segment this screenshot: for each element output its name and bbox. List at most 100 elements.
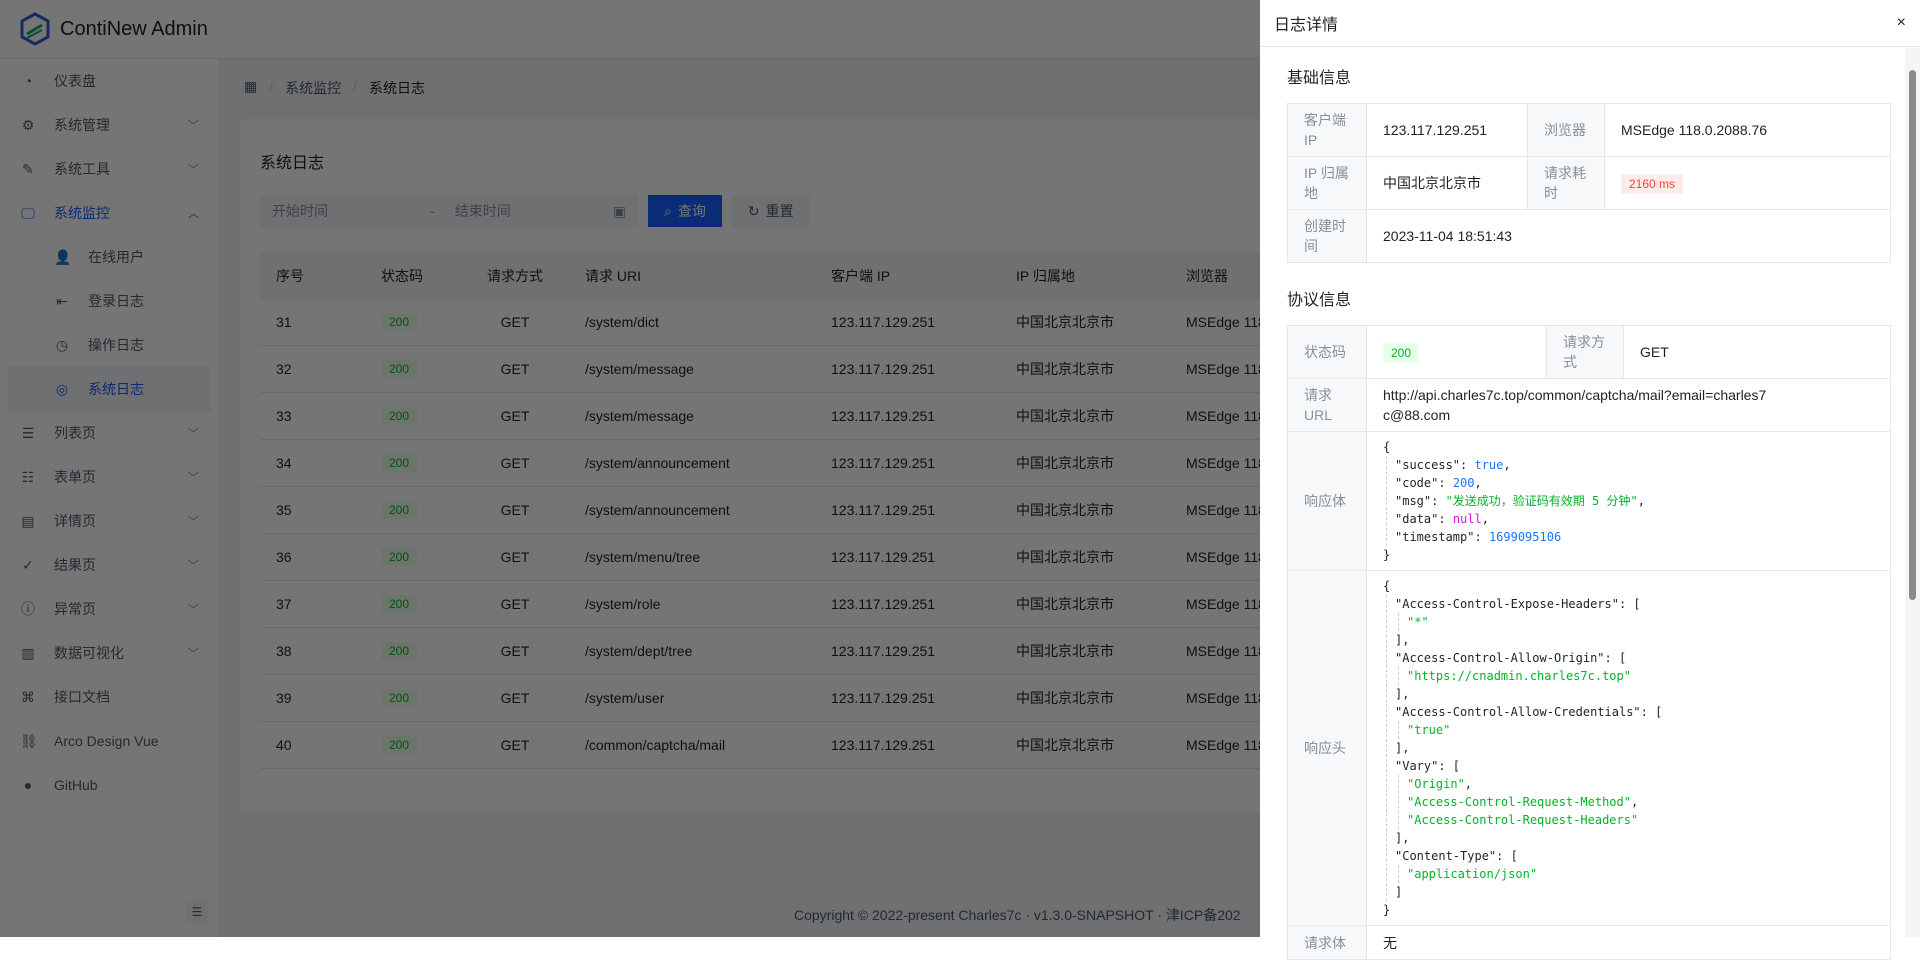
status-badge: 200 bbox=[381, 407, 418, 425]
table-row[interactable]: 33 200 GET/system/message 123.117.129.251 中国… bbox=[260, 393, 1280, 440]
table-cell: 123.117.129.251 bbox=[831, 455, 936, 471]
table-cell: 123.117.129.251 bbox=[831, 643, 936, 659]
sidebar-item[interactable]: ⇤ 登录日志 bbox=[0, 279, 219, 323]
table-cell: GET bbox=[500, 690, 530, 706]
table-row[interactable]: 37 200 GET/system/role 123.117.129.251 中国北京北… bbox=[260, 581, 1280, 628]
sidebar-item[interactable]: ● GitHub bbox=[0, 763, 219, 807]
table-cell: 32 bbox=[276, 361, 292, 377]
sidebar-item[interactable]: ⛓ Arco Design Vue bbox=[0, 719, 219, 763]
table-cell: GET bbox=[500, 408, 530, 424]
table-cell: 35 bbox=[276, 502, 292, 518]
basic-info-table: 客户端 IP 123.117.129.251 浏览器 MSEdge 118.0.208… bbox=[1287, 103, 1891, 263]
chevron-down-icon: ﹀ bbox=[188, 428, 199, 440]
table-row[interactable]: 36 200 GET/system/menu/tree 123.117.129.251… bbox=[260, 534, 1280, 581]
table-cell: MSEdge 118.0 bbox=[1186, 690, 1278, 706]
table-cell: 40 bbox=[276, 737, 292, 753]
json-line: "Access-Control-Allow-Origin": [ bbox=[1395, 651, 1627, 665]
table-cell: 31 bbox=[276, 314, 292, 330]
refresh-icon: ↻ bbox=[747, 202, 760, 219]
label: 请求 URL bbox=[1287, 378, 1367, 432]
calendar-icon: ▣ bbox=[612, 202, 626, 219]
reset-button[interactable]: ↻ 重置 bbox=[731, 195, 810, 227]
table-cell: 中国北京北京市 bbox=[1016, 408, 1114, 424]
sidebar-item[interactable]: ✓ 结果页 ﹀ bbox=[0, 543, 219, 587]
table-row[interactable]: 31 200 GET/system/dict 123.117.129.251 中国北京北… bbox=[260, 299, 1280, 346]
code-icon: ⌘ bbox=[21, 689, 35, 705]
query-button[interactable]: ⌕ 查询 bbox=[648, 195, 722, 227]
location-value: 中国北京北京市 bbox=[1366, 156, 1528, 210]
table-cell: GET bbox=[500, 361, 530, 377]
sidebar-item-label: 数据可视化 bbox=[54, 645, 124, 661]
json-line: "success": true, bbox=[1395, 458, 1511, 472]
status-badge: 200 bbox=[381, 313, 418, 331]
sidebar-item[interactable]: 👤 在线用户 bbox=[0, 235, 219, 279]
sidebar-item[interactable]: ☷ 表单页 ﹀ bbox=[0, 455, 219, 499]
sidebar-item-label: 接口文档 bbox=[54, 689, 110, 705]
sidebar-item-label: 系统工具 bbox=[54, 161, 110, 177]
table-cell: 中国北京北京市 bbox=[1016, 690, 1114, 706]
json-line: { bbox=[1383, 440, 1391, 454]
search-icon: ⌕ bbox=[664, 202, 672, 219]
close-icon[interactable]: × bbox=[1896, 14, 1906, 31]
table-cell: GET bbox=[500, 549, 530, 565]
chevron-down-icon: ﹀ bbox=[188, 120, 199, 132]
column-header: 状态码 bbox=[381, 267, 423, 284]
sidebar-item[interactable]: ✎ 系统工具 ﹀ bbox=[0, 147, 219, 191]
sidebar-item[interactable]: ▥ 数据可视化 ﹀ bbox=[0, 631, 219, 675]
json-line: "Access-Control-Allow-Credentials": [ bbox=[1395, 705, 1663, 719]
table-row[interactable]: 40 200 GET/common/captcha/mail 123.117.129.… bbox=[260, 722, 1280, 769]
json-line: "timestamp": 1699095106 bbox=[1395, 530, 1562, 544]
label: 响应体 bbox=[1287, 431, 1367, 571]
sidebar-item-label: 登录日志 bbox=[88, 293, 144, 309]
table-row[interactable]: 35 200 GET/system/announcement 123.117.129.… bbox=[260, 487, 1280, 534]
table-cell: /system/user bbox=[585, 690, 665, 706]
chevron-down-icon: ﹀ bbox=[188, 472, 199, 484]
sidebar-item[interactable]: ⚙ 系统管理 ﹀ bbox=[0, 103, 219, 147]
sidebar-item[interactable]: 🖵 系统监控 ︿ bbox=[0, 191, 219, 235]
status-badge: 200 bbox=[381, 454, 418, 472]
sidebar-item[interactable]: ◔ 仪表盘 bbox=[0, 59, 219, 103]
json-line: } bbox=[1383, 548, 1391, 562]
column-header: IP 归属地 bbox=[1016, 267, 1075, 284]
drawer-scrollbar[interactable] bbox=[1905, 48, 1920, 937]
table-cell: 中国北京北京市 bbox=[1016, 314, 1114, 330]
status-badge: 200 bbox=[381, 501, 418, 519]
table-cell: MSEdge 118.0 bbox=[1186, 596, 1278, 612]
table-row[interactable]: 34 200 GET/system/announcement 123.117.129.… bbox=[260, 440, 1280, 487]
sidebar-item[interactable]: ☰ 列表页 ﹀ bbox=[0, 411, 219, 455]
table-row[interactable]: 38 200 GET/system/dept/tree 123.117.129.251… bbox=[260, 628, 1280, 675]
protocol-info-table: 状态码 200 请求方式 GET 请求 URL http://api.charles7c… bbox=[1287, 325, 1891, 960]
start-time-input[interactable]: 开始时间 bbox=[272, 203, 328, 219]
sidebar-item-label: 列表页 bbox=[54, 425, 96, 441]
date-range-picker[interactable]: 开始时间 - 结束时间 ▣ bbox=[260, 195, 638, 227]
table-row[interactable]: 32 200 GET/system/message 123.117.129.251 中国… bbox=[260, 346, 1280, 393]
breadcrumb-item[interactable]: 系统监控 bbox=[285, 80, 342, 96]
json-line: ], bbox=[1395, 633, 1410, 647]
table-cell: 39 bbox=[276, 690, 292, 706]
table-cell: MSEdge 118.0 bbox=[1186, 455, 1278, 471]
table-cell: MSEdge 118.0 bbox=[1186, 502, 1278, 518]
url-value: http://api.charles7c.top/common/captcha/… bbox=[1366, 378, 1891, 432]
json-line: "Content-Type": [ bbox=[1395, 849, 1518, 863]
collapse-sidebar-button[interactable]: ☰ bbox=[186, 901, 208, 923]
scrollbar-thumb[interactable] bbox=[1909, 70, 1916, 600]
table-cell: /common/captcha/mail bbox=[585, 737, 726, 753]
sidebar-item[interactable]: ◷ 操作日志 bbox=[0, 323, 219, 367]
table-cell: GET bbox=[500, 502, 530, 518]
sidebar-item[interactable]: ⓘ 异常页 ﹀ bbox=[0, 587, 219, 631]
apps-icon[interactable]: ▦ bbox=[244, 78, 258, 94]
end-time-input[interactable]: 结束时间 bbox=[454, 203, 511, 219]
json-line: ], bbox=[1395, 741, 1410, 755]
sidebar-item[interactable]: ◎ 系统日志 bbox=[8, 367, 211, 411]
sidebar-item[interactable]: ▤ 详情页 ﹀ bbox=[0, 499, 219, 543]
bar-chart-icon: ▥ bbox=[21, 645, 35, 661]
table-cell: 中国北京北京市 bbox=[1016, 361, 1114, 377]
chevron-down-icon: ﹀ bbox=[188, 648, 199, 660]
login-icon: ⇤ bbox=[56, 293, 68, 309]
table-row[interactable]: 39 200 GET/system/user 123.117.129.251 中国北京北… bbox=[260, 675, 1280, 722]
sidebar-item-label: 操作日志 bbox=[88, 337, 144, 353]
method-value: GET bbox=[1623, 325, 1891, 379]
sidebar-item[interactable]: ⌘ 接口文档 bbox=[0, 675, 219, 719]
table-cell: /system/menu/tree bbox=[585, 549, 701, 565]
column-header: 请求方式 bbox=[487, 267, 543, 284]
